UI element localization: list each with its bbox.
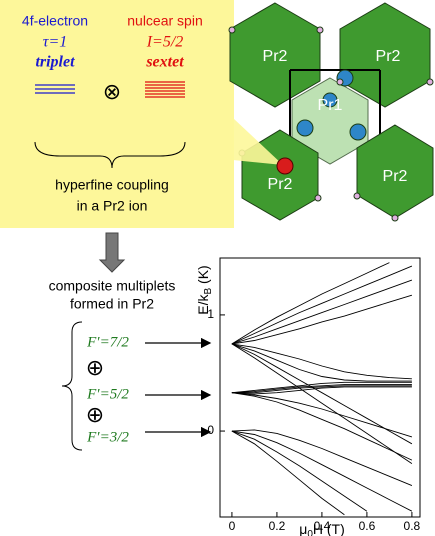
crystal-label: Pr2 <box>263 48 288 65</box>
x-tick-label: 0.4 <box>314 519 331 533</box>
x-tick-label: 0 <box>229 519 236 533</box>
y-label-part: (K) <box>195 265 211 288</box>
multiplet-label: F′=5/2 <box>86 386 129 402</box>
level-line <box>232 344 412 381</box>
level-line <box>232 280 412 344</box>
nucleus-title: nulcear spin <box>127 13 203 29</box>
red-atom <box>277 158 293 174</box>
coupling-line-2: in a Pr2 ion <box>77 198 148 214</box>
electron-multiplet: triplet <box>35 54 75 71</box>
electron-quantum: τ=1 <box>43 34 68 51</box>
y-tick-label: 1 <box>207 307 214 321</box>
level-line <box>232 431 412 511</box>
multiplet-label: F′=3/2 <box>86 429 129 445</box>
x-tick-label: 0.6 <box>359 519 376 533</box>
level-line <box>232 295 412 344</box>
x-tick-label: 0.8 <box>404 519 421 533</box>
nucleus-multiplet: sextet <box>145 54 184 71</box>
figure: 4f-electron τ=1 triplet ⊗ nulcear spin I… <box>0 0 435 536</box>
plot-frame <box>220 258 420 517</box>
level-line <box>232 344 412 464</box>
level-line <box>232 266 412 344</box>
composite-line-1: composite multiplets <box>49 278 176 294</box>
x-tick-label: 0.2 <box>269 519 286 533</box>
level-line <box>232 430 412 486</box>
coupling-line-1: hyperfine coupling <box>55 177 169 193</box>
composite-line-2: formed in Pr2 <box>70 296 154 312</box>
arrows <box>145 343 210 432</box>
y-tick-label: 0 <box>207 423 214 437</box>
crystal-label: Pr2 <box>376 48 401 65</box>
left-brace <box>62 322 82 450</box>
level-line <box>232 431 367 511</box>
crystal-label: Pr2 <box>383 168 408 185</box>
crystal-label: Pr1 <box>318 97 343 114</box>
crystal-label: Pr2 <box>268 176 293 193</box>
direct-sum: ⊕ <box>86 402 104 427</box>
electron-title: 4f-electron <box>22 13 88 29</box>
nucleus-quantum: I=5/2 <box>146 34 184 51</box>
level-line <box>232 263 390 344</box>
yellow-panel <box>0 0 234 228</box>
down-arrow <box>100 233 124 272</box>
multiplet-label: F′=7/2 <box>86 334 129 350</box>
direct-sum: ⊕ <box>86 355 104 380</box>
tensor-product: ⊗ <box>103 79 121 104</box>
level-line <box>232 431 345 515</box>
x-label-part: μ <box>299 521 307 536</box>
